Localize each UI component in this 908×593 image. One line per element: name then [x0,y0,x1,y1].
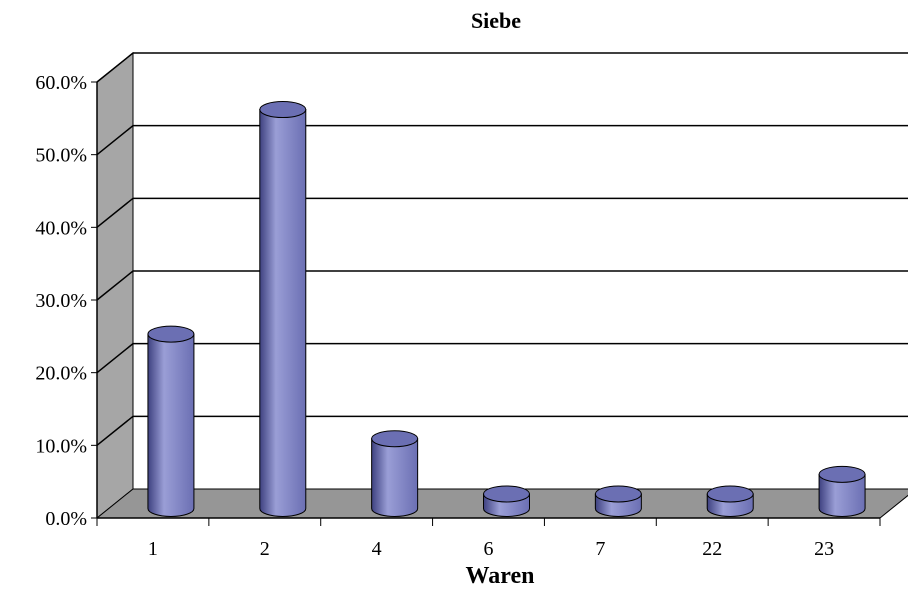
bar-top [371,430,419,448]
gridline [96,124,908,156]
gridline [96,342,908,374]
x-tick-label: 7 [595,538,605,560]
y-tick-label: 0.0% [45,508,87,530]
gridline [96,415,908,446]
bar-top [706,485,754,503]
bar [147,325,195,517]
y-tick-label: 10.0% [35,435,87,457]
x-tick-label: 23 [814,538,834,560]
y-tick-label: 30.0% [35,290,87,312]
y-tick-label: 60.0% [35,72,87,94]
bar [706,485,754,517]
bar [483,485,530,517]
gridline [96,52,908,83]
bar-top [483,485,530,503]
bar-top [259,101,307,119]
bar-body [147,333,195,517]
x-tick-label: 1 [148,538,158,560]
bar [259,101,307,517]
bar [371,430,419,517]
gridline [96,197,908,228]
bar [594,485,642,517]
bar-top [147,325,195,343]
x-axis-title: Waren [465,563,535,589]
y-tick-label: 20.0% [35,363,87,385]
gridline [96,270,908,301]
x-tick-label: 4 [372,538,382,560]
x-tick-label: 22 [702,538,722,560]
bar [818,465,866,517]
y-tick-label: 50.0% [35,145,87,167]
y-tick-label: 40.0% [35,217,87,239]
bar-body [818,473,866,517]
bar-top [818,465,866,483]
x-tick-label: 2 [260,538,270,560]
bar-top [594,485,642,503]
x-tick-label: 6 [484,538,494,560]
bar-body [371,438,419,517]
chart-title: Siebe [470,8,522,33]
bar-body [259,109,307,517]
